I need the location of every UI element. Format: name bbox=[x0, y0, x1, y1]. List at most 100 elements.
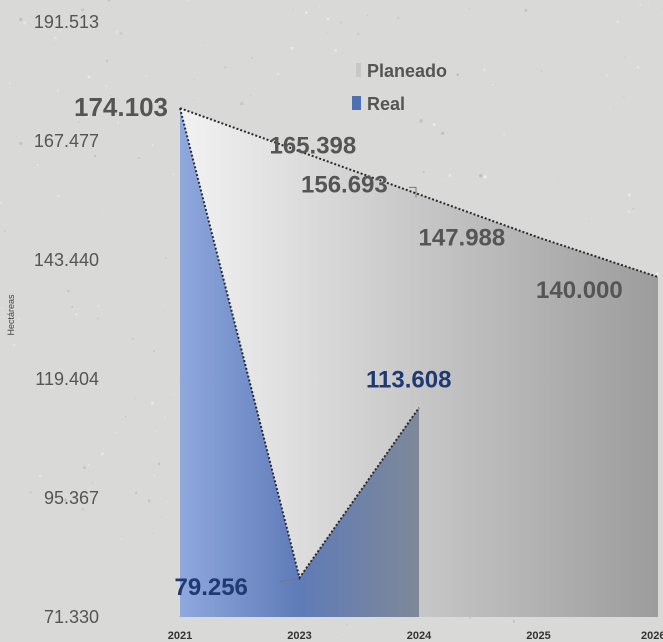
texture-speck bbox=[169, 397, 171, 399]
texture-speck bbox=[77, 121, 80, 123]
texture-speck bbox=[137, 157, 140, 159]
texture-speck bbox=[396, 67, 398, 69]
texture-speck bbox=[19, 17, 23, 22]
texture-speck bbox=[192, 99, 195, 101]
texture-speck bbox=[250, 57, 254, 60]
texture-speck bbox=[134, 491, 138, 495]
texture-speck bbox=[1, 307, 3, 309]
texture-speck bbox=[326, 32, 329, 35]
texture-speck bbox=[276, 72, 280, 75]
texture-speck bbox=[8, 82, 11, 85]
texture-speck bbox=[147, 499, 151, 503]
texture-speck bbox=[179, 379, 181, 380]
texture-speck bbox=[444, 179, 447, 181]
texture-speck bbox=[50, 385, 54, 389]
legend-label: Real bbox=[367, 94, 405, 114]
texture-speck bbox=[340, 21, 343, 24]
texture-speck bbox=[67, 289, 70, 293]
texture-speck bbox=[115, 431, 118, 434]
planeado-area bbox=[180, 108, 658, 617]
y-axis-label: Hectáreas bbox=[6, 294, 16, 336]
texture-speck bbox=[337, 633, 339, 635]
texture-speck bbox=[68, 9, 70, 11]
texture-speck bbox=[29, 491, 32, 494]
texture-speck bbox=[637, 66, 640, 69]
real-data-label: 79.256 bbox=[175, 574, 248, 601]
texture-speck bbox=[96, 210, 99, 212]
texture-speck bbox=[436, 47, 438, 49]
texture-speck bbox=[145, 75, 147, 77]
texture-speck bbox=[54, 43, 56, 45]
texture-speck bbox=[64, 498, 68, 502]
texture-speck bbox=[397, 16, 400, 20]
y-tick-label: 95.367 bbox=[44, 488, 99, 508]
real-area bbox=[180, 108, 419, 617]
texture-speck bbox=[46, 141, 48, 143]
texture-speck bbox=[616, 20, 620, 24]
texture-speck bbox=[97, 304, 100, 308]
texture-speck bbox=[651, 169, 653, 171]
texture-speck bbox=[155, 430, 157, 433]
texture-speck bbox=[552, 115, 554, 118]
texture-speck bbox=[157, 462, 161, 466]
texture-speck bbox=[82, 466, 86, 470]
texture-speck bbox=[419, 119, 423, 123]
texture-speck bbox=[91, 481, 94, 484]
texture-speck bbox=[58, 29, 61, 32]
texture-speck bbox=[39, 475, 42, 478]
texture-speck bbox=[521, 635, 523, 637]
texture-speck bbox=[161, 516, 163, 518]
texture-speck bbox=[326, 17, 330, 21]
texture-speck bbox=[172, 173, 175, 175]
planeado-line bbox=[179, 107, 659, 278]
texture-speck bbox=[0, 201, 3, 204]
texture-speck bbox=[479, 174, 483, 178]
label-leader-line bbox=[279, 578, 297, 583]
y-tick-label: 167.477 bbox=[34, 131, 99, 151]
legend-swatch bbox=[356, 63, 361, 77]
texture-speck bbox=[124, 415, 127, 418]
x-tick-label: 2021 bbox=[168, 630, 192, 642]
texture-speck bbox=[87, 75, 91, 79]
texture-speck bbox=[366, 14, 369, 17]
texture-speck bbox=[23, 21, 27, 25]
y-tick-label: 71.330 bbox=[44, 607, 99, 627]
texture-speck bbox=[75, 313, 78, 316]
texture-speck bbox=[165, 257, 168, 260]
texture-speck bbox=[55, 268, 57, 270]
texture-speck bbox=[163, 309, 165, 311]
texture-speck bbox=[540, 70, 543, 72]
texture-speck bbox=[240, 101, 244, 106]
texture-speck bbox=[588, 220, 590, 222]
planeado-data-label: 165.398 bbox=[270, 132, 357, 159]
texture-speck bbox=[623, 96, 625, 98]
y-tick-label: 143.440 bbox=[34, 250, 99, 270]
texture-speck bbox=[19, 141, 23, 145]
real-data-label: 113.608 bbox=[366, 367, 451, 394]
texture-speck bbox=[151, 532, 154, 534]
texture-speck bbox=[661, 8, 663, 10]
planeado-data-label: 147.988 bbox=[419, 224, 506, 251]
texture-speck bbox=[632, 207, 635, 210]
texture-speck bbox=[96, 623, 98, 625]
texture-speck bbox=[345, 142, 347, 145]
texture-speck bbox=[491, 83, 494, 86]
texture-speck bbox=[468, 7, 470, 10]
texture-speck bbox=[524, 8, 528, 12]
texture-speck bbox=[107, 0, 111, 2]
texture-speck bbox=[53, 36, 57, 40]
texture-speck bbox=[164, 416, 166, 418]
texture-speck bbox=[18, 318, 21, 320]
texture-speck bbox=[512, 620, 515, 623]
texture-speck bbox=[438, 68, 443, 72]
x-tick-label: 2025 bbox=[526, 630, 550, 642]
texture-speck bbox=[655, 272, 660, 276]
legend-swatch bbox=[352, 96, 361, 110]
texture-speck bbox=[346, 623, 348, 626]
texture-speck bbox=[376, 118, 378, 120]
texture-speck bbox=[422, 171, 425, 173]
texture-speck bbox=[151, 144, 154, 147]
texture-speck bbox=[57, 195, 60, 197]
texture-speck bbox=[193, 78, 195, 80]
texture-speck bbox=[624, 56, 627, 59]
